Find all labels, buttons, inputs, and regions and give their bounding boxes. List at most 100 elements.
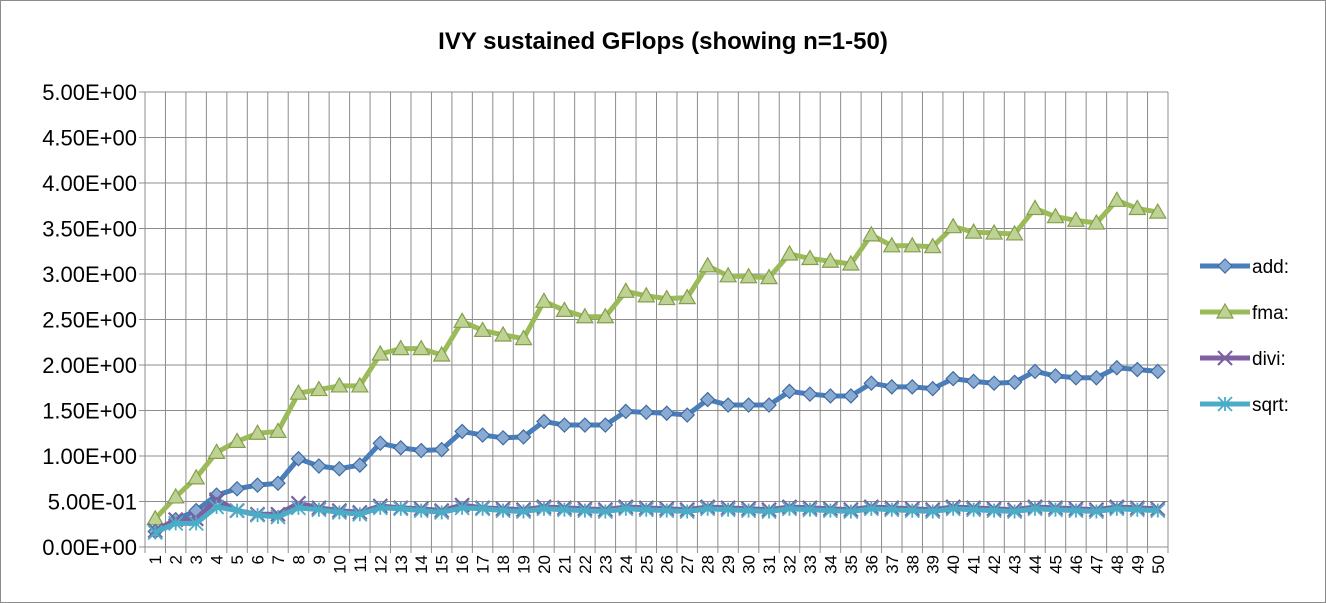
- data-point: [434, 504, 450, 521]
- x-tick-label: 29: [719, 555, 738, 574]
- x-tick-label: 35: [842, 555, 861, 574]
- data-point: [659, 502, 675, 519]
- x-tick-label: 24: [617, 555, 636, 574]
- y-tick-label: 1.50E+00: [42, 399, 137, 424]
- data-point: [453, 312, 472, 328]
- data-point: [903, 236, 922, 253]
- x-tick-label: 2: [167, 555, 186, 564]
- legend: add: fma: divi: sqrt:: [1200, 257, 1289, 416]
- data-point: [331, 504, 348, 521]
- data-point: [330, 376, 349, 393]
- marker-stroke: [208, 491, 225, 508]
- data-point: [761, 397, 777, 413]
- data-point: [1006, 374, 1023, 391]
- data-point: [883, 378, 900, 395]
- marker-stroke: [1217, 350, 1233, 366]
- data-point: [1068, 502, 1084, 519]
- data-point: [168, 515, 184, 531]
- x-tick-label: 36: [862, 555, 881, 574]
- data-point: [740, 397, 757, 413]
- data-point: [657, 289, 676, 306]
- data-point: [495, 502, 511, 519]
- data-point: [536, 413, 552, 430]
- data-point: [1005, 224, 1024, 241]
- x-tick-label: 3: [187, 555, 206, 564]
- data-point: [617, 403, 634, 420]
- x-tick-label: 34: [821, 555, 840, 574]
- data-point: [309, 380, 328, 397]
- data-point: [841, 254, 860, 271]
- data-point: [1006, 503, 1023, 520]
- data-point: [270, 475, 286, 492]
- data-point: [1149, 363, 1166, 380]
- data-point: [474, 427, 491, 443]
- x-tick-label: 28: [699, 555, 718, 574]
- data-point: [843, 388, 859, 404]
- data-point: [270, 509, 286, 525]
- data-point: [904, 378, 921, 395]
- data-point: [1047, 368, 1064, 384]
- data-point: [413, 502, 429, 519]
- data-point: [700, 501, 716, 517]
- legend-label: sqrt:: [1252, 395, 1289, 416]
- data-point: [759, 268, 779, 285]
- x-tick-label: 7: [269, 555, 288, 564]
- x-tick-label: 50: [1149, 555, 1168, 574]
- chart-title: IVY sustained GFlops (showing n=1-50): [438, 28, 888, 55]
- x-tick-label: 20: [535, 555, 554, 574]
- x-tick-label: 9: [310, 555, 329, 564]
- data-point: [1088, 369, 1105, 386]
- data-point: [1109, 359, 1125, 376]
- x-tick-label: 31: [760, 555, 779, 574]
- x-tick-label: 17: [474, 555, 493, 574]
- x-tick-label: 38: [903, 555, 922, 574]
- data-point: [515, 429, 532, 445]
- data-point: [1046, 207, 1065, 224]
- data-point: [555, 301, 574, 317]
- data-point: [556, 502, 573, 518]
- data-point: [371, 344, 390, 361]
- data-point: [596, 307, 615, 324]
- data-point: [1148, 202, 1167, 219]
- x-tick-label: 22: [576, 555, 595, 574]
- axes: [139, 91, 1169, 553]
- y-tick-label: 2.00E+00: [42, 353, 137, 378]
- data-point: [658, 405, 675, 422]
- data-point: [454, 423, 470, 440]
- data-point: [1107, 191, 1126, 207]
- data-point: [761, 503, 777, 520]
- x-tick-label: 5: [228, 555, 247, 564]
- data-point: [638, 404, 655, 421]
- data-point: [720, 502, 736, 518]
- data-point: [679, 407, 696, 423]
- data-point: [350, 376, 369, 393]
- x-tick-label: 8: [289, 555, 308, 564]
- data-point: [945, 370, 962, 387]
- x-tick-label: 47: [1087, 555, 1106, 574]
- y-tick-label: 4.50E+00: [42, 126, 137, 151]
- data-point: [268, 422, 288, 439]
- x-tick-label: 43: [1006, 555, 1025, 574]
- x-tick-label: 10: [330, 555, 349, 574]
- data-point: [964, 222, 983, 239]
- data-point: [433, 441, 450, 458]
- data-point: [577, 417, 593, 433]
- data-point: [986, 375, 1002, 392]
- series-line: [154, 504, 1158, 535]
- data-point: [1129, 361, 1146, 378]
- data-point: [290, 450, 307, 467]
- data-point: [986, 502, 1002, 519]
- data-point: [1129, 502, 1145, 518]
- data-point: [575, 307, 594, 324]
- data-point: [290, 500, 307, 516]
- x-tick-label: 14: [412, 555, 431, 574]
- data-point: [248, 424, 267, 440]
- legend-marker: [1217, 258, 1233, 274]
- legend-label: fma:: [1252, 303, 1289, 324]
- data-point: [412, 339, 431, 356]
- data-point: [678, 288, 697, 305]
- data-point: [474, 501, 491, 517]
- data-point: [1068, 369, 1084, 386]
- data-point: [372, 500, 388, 516]
- data-point: [432, 345, 451, 362]
